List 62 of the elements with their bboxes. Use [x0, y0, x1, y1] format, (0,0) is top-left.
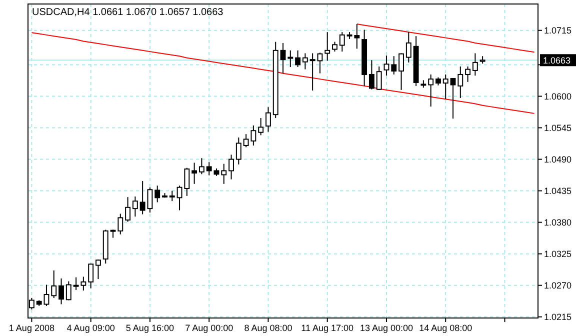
candlestick: [295, 50, 300, 68]
candlestick: [266, 106, 271, 132]
line-series: [356, 24, 535, 53]
chart-title: USDCAD,H4 1.0661 1.0670 1.0657 1.0663: [32, 7, 224, 18]
candlestick: [324, 32, 330, 62]
x-tick-label: 13 Aug 00:00: [360, 323, 414, 333]
x-tick-label: 1 Aug 2008: [8, 323, 54, 333]
y-tick-label: 1.0715: [544, 26, 572, 36]
candlestick: [376, 66, 382, 90]
candlestick: [118, 213, 124, 235]
x-tick-label: 4 Aug 09:00: [66, 323, 115, 333]
candlestick: [391, 56, 397, 75]
candlestick: [354, 24, 360, 50]
y-tick-label: 1.0490: [544, 154, 572, 164]
candlestick: [206, 162, 212, 176]
y-tick-label: 1.0215: [544, 312, 572, 322]
candlestick: [406, 32, 412, 63]
candlestick: [221, 163, 227, 184]
y-tick-label: 1.0600: [544, 91, 572, 102]
candlestick: [192, 162, 198, 184]
ref-line-label: 1.0663: [543, 55, 571, 66]
candlestick: [132, 196, 138, 218]
candlestick: [51, 270, 57, 298]
candlestick: [442, 74, 448, 100]
candlestick: [184, 167, 190, 196]
y-tick-label: 1.0435: [544, 186, 572, 196]
candlestick: [154, 185, 160, 203]
x-tick-label: 5 Aug 16:00: [126, 323, 174, 333]
y-tick-label: 1.0380: [544, 217, 572, 228]
candlestick: [169, 190, 175, 202]
candlestick: [88, 263, 94, 289]
candlestick: [176, 185, 182, 211]
x-tick-label: 7 Aug 00:00: [185, 323, 234, 333]
candlestick: [465, 66, 470, 82]
x-tick-label: 14 Aug 08:00: [419, 323, 472, 333]
candlestick: [58, 278, 64, 305]
candlestick: [44, 284, 50, 306]
y-tick-label: 1.0270: [544, 280, 572, 290]
candlestick: [302, 52, 308, 70]
candlestick: [198, 158, 204, 175]
x-tick-label: 11 Aug 17:00: [301, 323, 354, 333]
candlestick: [368, 60, 374, 90]
candlestick: [339, 32, 345, 52]
candlestick: [228, 154, 234, 180]
candlestick: [236, 137, 242, 165]
candlestick: [332, 41, 338, 52]
candlestick: [428, 74, 434, 108]
candlestick: [398, 52, 404, 90]
candlestick: [96, 259, 101, 280]
candlestick: [280, 42, 286, 74]
y-tick-label: 1.0325: [544, 248, 572, 259]
candlestick: [458, 66, 464, 98]
candlestick: [472, 52, 478, 76]
candlestick: [125, 196, 130, 222]
y-tick-label: 1.0545: [544, 122, 572, 133]
candlestick: [450, 78, 456, 120]
line-series: [31, 32, 535, 114]
candlestick: [258, 118, 264, 136]
candlestick: [66, 280, 72, 301]
candlestick: [288, 50, 294, 68]
x-tick-label: 8 Aug 08:00: [244, 323, 292, 333]
candlestick: [384, 55, 390, 76]
